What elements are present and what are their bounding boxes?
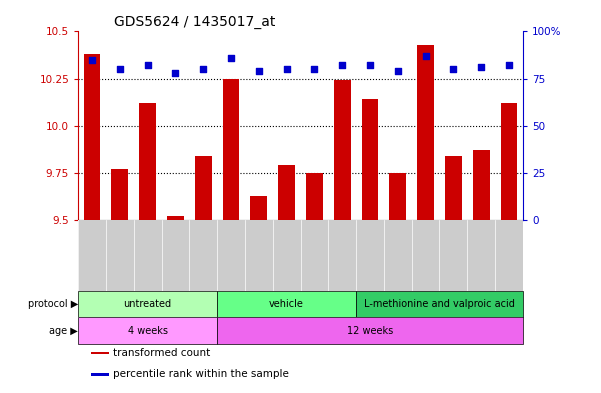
Point: [504, 62, 514, 68]
Point: [310, 66, 319, 72]
Bar: [217, 317, 523, 344]
Text: percentile rank within the sample: percentile rank within the sample: [113, 369, 289, 379]
Point: [226, 55, 236, 61]
Bar: [91, 351, 109, 354]
Point: [87, 57, 97, 63]
Text: GDS5624 / 1435017_at: GDS5624 / 1435017_at: [114, 15, 275, 29]
Text: vehicle: vehicle: [269, 299, 304, 309]
Bar: [78, 317, 217, 344]
Bar: [195, 156, 212, 220]
Point: [198, 66, 208, 72]
Point: [143, 62, 153, 68]
Point: [115, 66, 124, 72]
Text: age ▶: age ▶: [49, 326, 78, 336]
Point: [254, 68, 264, 74]
Point: [282, 66, 291, 72]
Point: [171, 70, 180, 76]
Bar: [112, 169, 128, 220]
Bar: [139, 103, 156, 220]
Bar: [167, 216, 184, 220]
Bar: [445, 156, 462, 220]
Text: protocol ▶: protocol ▶: [28, 299, 78, 309]
Bar: [217, 291, 356, 317]
Bar: [306, 173, 323, 220]
Bar: [334, 81, 350, 220]
Text: 12 weeks: 12 weeks: [347, 326, 393, 336]
Text: L-methionine and valproic acid: L-methionine and valproic acid: [364, 299, 515, 309]
Bar: [417, 45, 434, 220]
Bar: [362, 99, 379, 220]
Point: [393, 68, 403, 74]
Text: transformed count: transformed count: [113, 348, 210, 358]
Bar: [84, 54, 100, 220]
Point: [448, 66, 458, 72]
Bar: [473, 150, 490, 220]
Text: 4 weeks: 4 weeks: [127, 326, 168, 336]
Point: [477, 64, 486, 70]
Bar: [78, 291, 217, 317]
Bar: [501, 103, 517, 220]
Point: [365, 62, 375, 68]
Bar: [91, 373, 109, 376]
Bar: [251, 196, 267, 220]
Point: [421, 53, 430, 59]
Bar: [356, 291, 523, 317]
Bar: [223, 79, 239, 220]
Bar: [278, 165, 295, 220]
Bar: [389, 173, 406, 220]
Point: [337, 62, 347, 68]
Text: untreated: untreated: [124, 299, 172, 309]
